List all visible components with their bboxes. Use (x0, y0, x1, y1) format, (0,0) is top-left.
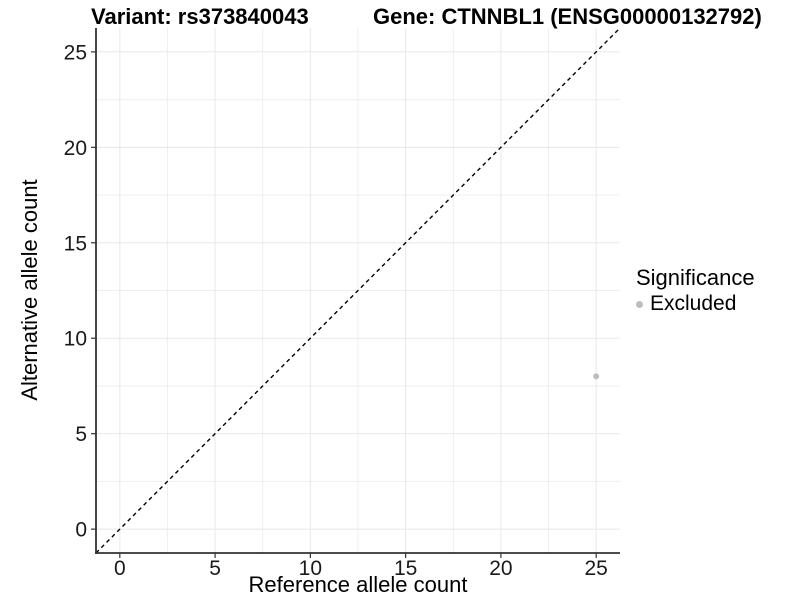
data-point (593, 373, 600, 380)
y-tick-label: 5 (75, 423, 87, 446)
x-tick-label: 25 (585, 557, 608, 580)
x-tick-label: 5 (209, 557, 221, 580)
x-tick-label: 10 (299, 557, 322, 580)
excluded-point-icon (636, 300, 643, 308)
x-tick-label: 15 (394, 557, 417, 580)
x-axis-title: Reference allele count (248, 572, 468, 597)
y-tick-label: 20 (64, 137, 87, 160)
legend: Significance Excluded (636, 265, 755, 316)
legend-entry-label: Excluded (650, 292, 737, 316)
legend-title: Significance (636, 265, 755, 290)
x-tick-label: 0 (114, 557, 126, 580)
x-tick-label: 20 (489, 557, 512, 580)
y-tick-label: 25 (64, 41, 87, 64)
plot-title-gene: Gene: CTNNBL1 (ENSG00000132792) (373, 4, 762, 29)
legend-entry-excluded: Excluded (636, 292, 755, 316)
y-tick-label: 10 (64, 328, 87, 351)
y-tick-label: 0 (75, 519, 87, 542)
identity-line (95, 27, 621, 554)
plot-title-variant: Variant: rs373840043 (91, 4, 309, 29)
y-tick-label: 15 (64, 232, 87, 255)
